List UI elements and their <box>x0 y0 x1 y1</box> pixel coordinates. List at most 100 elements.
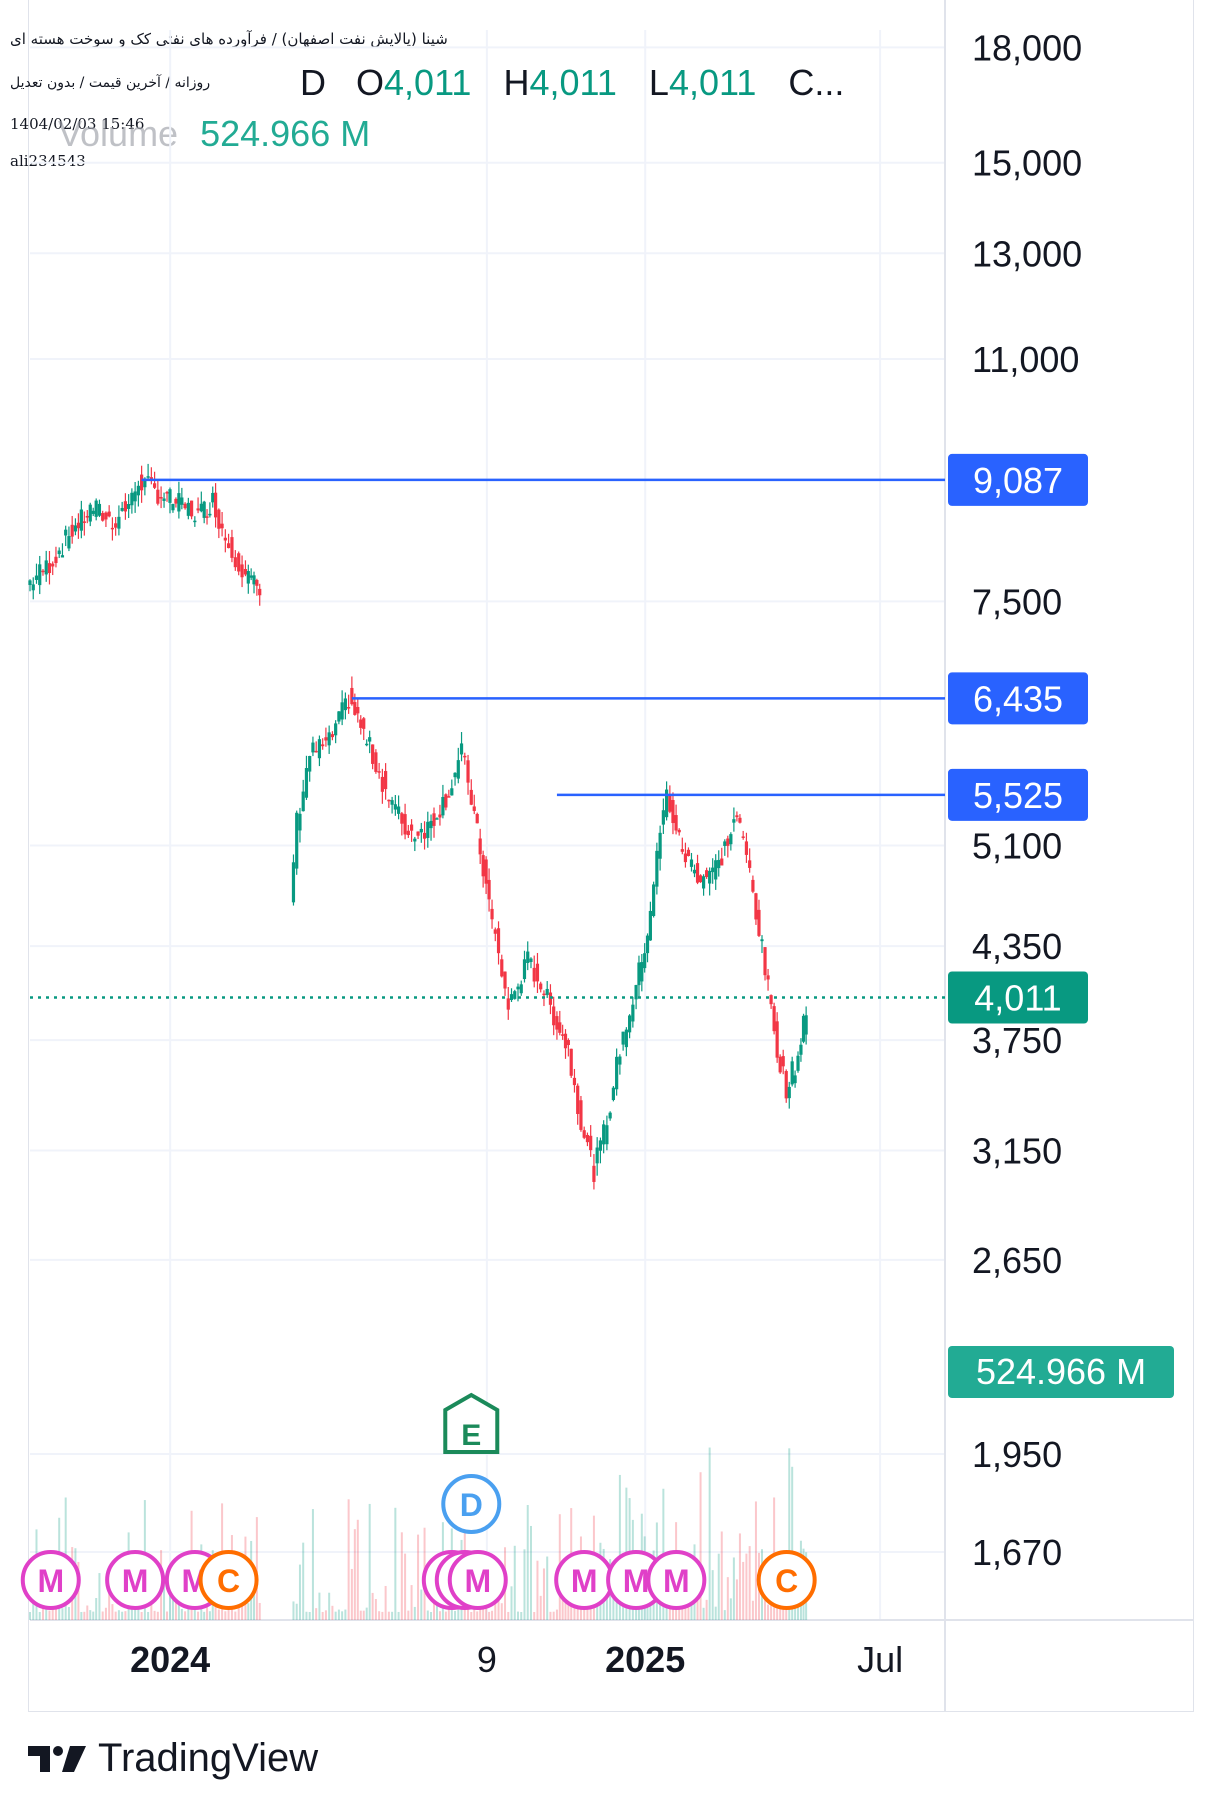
volume-bar <box>407 1610 410 1620</box>
volume-bar <box>54 1604 57 1620</box>
candle-body <box>422 832 427 839</box>
volume-bar <box>227 1607 230 1620</box>
volume-bar <box>517 1611 519 1620</box>
candle-body <box>120 507 124 511</box>
volume-bar <box>156 1611 159 1620</box>
candle-body <box>781 1056 785 1067</box>
candle-body <box>754 893 758 920</box>
volume-bar <box>586 1600 589 1620</box>
volume-bar <box>328 1592 331 1620</box>
volume-bar <box>447 1607 450 1620</box>
candle-body <box>441 796 445 816</box>
candle-body <box>249 575 253 578</box>
candle-body <box>340 702 344 720</box>
price-line-label: 5,525 <box>973 775 1063 816</box>
volume-bar <box>549 1611 552 1620</box>
candle-body <box>438 814 442 818</box>
volume-bar <box>184 1611 187 1620</box>
time-tick-label: Jul <box>857 1639 903 1680</box>
candle-body <box>327 732 331 746</box>
volume-bar <box>720 1531 723 1620</box>
candle-body <box>689 859 694 867</box>
candle-body <box>481 855 485 877</box>
candle-body <box>330 734 335 738</box>
volume-bar <box>29 1611 31 1620</box>
candle-body <box>243 569 248 575</box>
volume-bar <box>444 1611 447 1620</box>
volume-bar <box>334 1611 337 1620</box>
candle-body <box>353 702 357 715</box>
volume-bar <box>356 1519 359 1620</box>
time-tick-label: 2024 <box>130 1639 210 1680</box>
candle-body <box>304 768 309 798</box>
candle-body <box>295 812 299 869</box>
username: ali234543 <box>10 152 86 170</box>
candle-body <box>711 867 715 873</box>
price-tick-label: 5,100 <box>972 825 1062 866</box>
marker-letter: M <box>464 1563 491 1599</box>
candle-body <box>484 859 488 884</box>
candle-body <box>123 501 127 512</box>
volume-bar <box>391 1611 394 1620</box>
candle-body <box>94 500 98 517</box>
volume-bar <box>347 1499 350 1620</box>
volume-bar <box>48 1610 51 1620</box>
candle-body <box>496 928 501 954</box>
candle-body <box>220 523 224 529</box>
volume-bar <box>374 1599 377 1620</box>
candle-body <box>400 813 404 824</box>
candle-body <box>28 580 32 585</box>
volume-bar <box>80 1611 83 1620</box>
price-tick-label: 1,670 <box>972 1532 1062 1573</box>
dividend-marker-letter: D <box>460 1487 483 1523</box>
candle-body <box>380 776 384 792</box>
volume-bar <box>702 1607 705 1620</box>
candle-body <box>469 789 473 805</box>
candle-body <box>466 760 470 783</box>
volume-bar <box>500 1603 503 1620</box>
candle-body <box>563 1033 568 1049</box>
volume-bar <box>166 1611 169 1620</box>
candle-body <box>552 1006 556 1026</box>
candle-body <box>589 1135 593 1151</box>
candle-body <box>393 804 397 810</box>
candle-body <box>127 503 131 509</box>
volume-bar <box>168 1576 171 1620</box>
volume-bar <box>305 1611 308 1620</box>
close-label: C... <box>788 62 845 103</box>
price-chart[interactable]: 18,000 15,000 13,000 11,000 7,500 5,100 4,350 3… <box>0 0 1212 1720</box>
volume-bar <box>337 1609 340 1620</box>
candle-body <box>171 503 175 511</box>
volume-bar <box>378 1611 381 1620</box>
candle-body <box>751 879 755 892</box>
volume-bar <box>705 1599 708 1620</box>
candle-body <box>453 772 457 778</box>
candle-body <box>671 800 675 824</box>
volume-bar <box>140 1612 143 1620</box>
candle-body <box>409 824 414 831</box>
volume-bar <box>253 1593 256 1620</box>
candle-body <box>368 737 372 742</box>
volume-bar <box>67 1607 70 1620</box>
candle-body <box>652 884 656 917</box>
candle-body <box>569 1048 573 1076</box>
candle-body <box>631 1004 635 1022</box>
candle-body <box>31 584 35 591</box>
tradingview-logo[interactable]: TradingView <box>28 1736 318 1781</box>
volume-bar <box>520 1612 523 1620</box>
price-tick-label: 7,500 <box>972 581 1062 622</box>
volume-bar <box>318 1592 321 1620</box>
volume-bar <box>690 1596 693 1620</box>
candle-body <box>472 806 476 811</box>
candle-body <box>205 516 209 518</box>
marker-letter: M <box>122 1563 149 1599</box>
candle-body <box>54 556 58 564</box>
candle-body <box>57 550 61 555</box>
candle-body <box>738 817 742 823</box>
candle-body <box>784 1071 788 1099</box>
candle-body <box>698 875 703 883</box>
volume-bar <box>735 1579 738 1620</box>
volume-bar <box>350 1568 353 1620</box>
candle-body <box>804 1015 808 1035</box>
volume-bar <box>368 1503 371 1620</box>
